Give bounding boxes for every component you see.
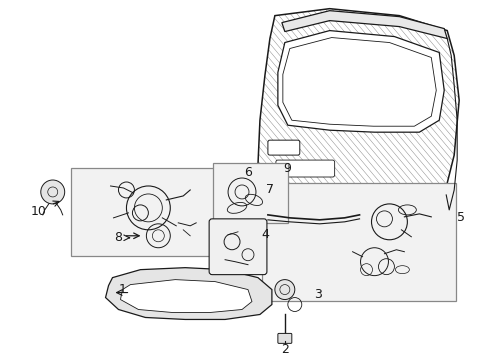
Text: 3: 3 [313, 288, 321, 301]
FancyBboxPatch shape [267, 140, 299, 155]
Circle shape [274, 280, 294, 300]
FancyBboxPatch shape [275, 160, 334, 177]
FancyBboxPatch shape [277, 333, 291, 343]
Text: 1: 1 [118, 283, 126, 296]
Text: 7: 7 [265, 184, 273, 197]
Bar [213, 163, 287, 223]
Bar [71, 168, 218, 256]
Text: 6: 6 [244, 166, 251, 179]
Polygon shape [258, 9, 458, 228]
Text: 8: 8 [114, 231, 122, 244]
Text: 2: 2 [280, 343, 288, 356]
Polygon shape [120, 280, 251, 312]
Bar [262, 183, 455, 301]
Text: 10: 10 [31, 205, 47, 219]
Text: 5: 5 [456, 211, 464, 224]
Polygon shape [281, 11, 447, 39]
Circle shape [41, 180, 64, 204]
Polygon shape [277, 31, 443, 132]
Text: 4: 4 [261, 228, 268, 241]
FancyBboxPatch shape [209, 219, 266, 275]
Polygon shape [105, 268, 271, 319]
Text: 9: 9 [283, 162, 290, 175]
